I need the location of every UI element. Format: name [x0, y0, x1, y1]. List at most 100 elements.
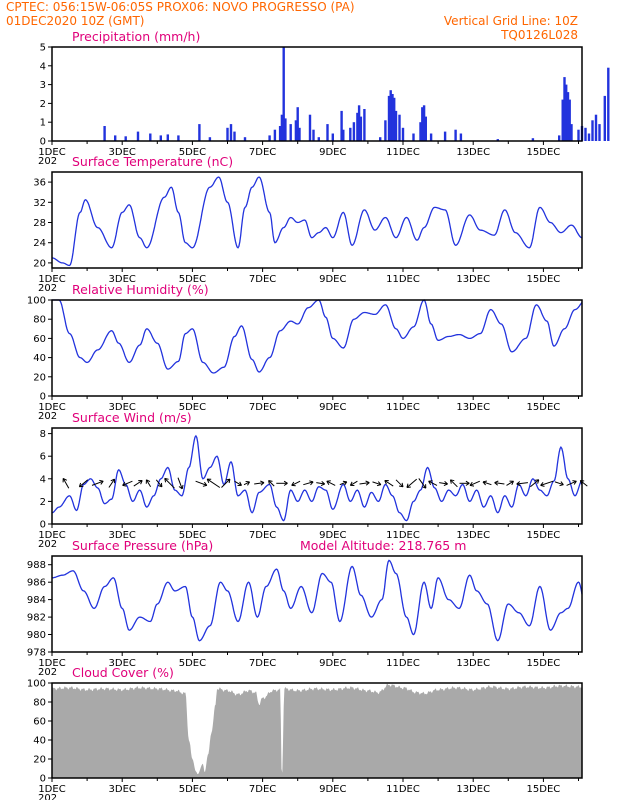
precip-bar [363, 109, 366, 141]
precip-bar [268, 135, 271, 141]
precip-bar [496, 139, 499, 141]
wind-vector [530, 479, 540, 488]
x-tick-label: 3DEC [109, 530, 136, 541]
y-tick-label: 980 [27, 630, 46, 641]
y-tick-label: 36 [33, 178, 46, 189]
y-tick-label: 0 [40, 137, 46, 148]
wind-vector [554, 481, 564, 487]
precip-bar [149, 133, 152, 141]
wind-vector [406, 478, 418, 488]
precip-bar [568, 99, 571, 141]
precip-bar [226, 127, 229, 141]
y-tick-label: 80 [33, 315, 46, 326]
wind-panel: 0 2 4 6 8 1DEC 3DEC 5DEC 7DEC 9DEC 11DEC 13DEC 15DEC… [38, 410, 588, 550]
y-tick-label: 40 [33, 736, 46, 747]
y-tick-label: 988 [27, 560, 46, 571]
wind-vector [566, 480, 577, 486]
year-fragment: 202 [38, 793, 57, 800]
wind-vector [62, 477, 70, 489]
x-tick-label: 5DEC [179, 784, 206, 795]
precip-bar [598, 124, 601, 141]
pressure-panel: 978 980 982 984 986 988 1DEC 3DEC 5DEC 7DEC 9DEC 11… [27, 538, 583, 678]
x-tick-label: 11DEC [386, 530, 420, 541]
precip-bar [331, 133, 334, 141]
x-tick-label: 13DEC [456, 784, 490, 795]
y-tick-label: 20 [33, 372, 46, 383]
precip-bar [398, 114, 401, 141]
precip-bar [229, 124, 233, 141]
precip-bar [454, 129, 457, 141]
precip-bar [422, 105, 426, 141]
wind-vector [268, 480, 275, 487]
x-tick-label: 15DEC [527, 658, 561, 669]
wind-vector [428, 480, 438, 486]
y-tick-label: 982 [27, 613, 46, 624]
y-tick-label: 978 [27, 648, 46, 659]
x-tick-label: 3DEC [109, 658, 136, 669]
plot-frame [51, 682, 583, 779]
x-tick-label: 11DEC [386, 147, 420, 158]
precip-bar [558, 135, 561, 141]
x-tick-label: 7DEC [249, 658, 276, 669]
x-tick-label: 1DEC [38, 147, 65, 158]
x-tick-label: 5DEC [179, 658, 206, 669]
precip-bar [198, 124, 201, 141]
panel-title: Cloud Cover (%) [72, 665, 174, 680]
y-tick-label: 2 [40, 99, 46, 110]
wind-vector [418, 478, 427, 489]
x-tick-label: 11DEC [386, 274, 420, 285]
wind-vector [516, 481, 528, 487]
y-tick-label: 984 [27, 595, 46, 606]
series-line [52, 299, 583, 374]
x-tick-label: 9DEC [319, 530, 346, 541]
x-tick-label: 3DEC [109, 402, 136, 413]
y-tick-label: 32 [33, 198, 46, 209]
year-fragment: 202 [38, 411, 57, 422]
x-tick-label: 1DEC [38, 274, 65, 285]
wind-vector [494, 480, 505, 486]
x-tick-label: 1DEC [38, 402, 65, 413]
y-tick-label: 60 [33, 717, 46, 728]
y-tick-label: 8 [40, 429, 46, 440]
precip-bar [294, 120, 298, 141]
x-tick-label: 15DEC [527, 784, 561, 795]
x-tick-label: 7DEC [249, 274, 276, 285]
precip-bar [124, 136, 127, 141]
y-tick-label: 20 [33, 258, 46, 269]
precip-bar [326, 124, 329, 141]
precip-bar [159, 135, 162, 141]
precip-bar [136, 131, 140, 141]
precip-bar [387, 95, 391, 141]
wind-vector [276, 480, 288, 486]
precip-bar [233, 131, 236, 141]
precip-bar [296, 107, 299, 141]
y-tick-label: 28 [33, 218, 46, 229]
x-tick-label: 7DEC [249, 402, 276, 413]
precip-bar [566, 92, 570, 141]
header-date: 01DEC2020 10Z (GMT) [6, 14, 144, 28]
precip-bar [419, 122, 422, 141]
wind-vector [234, 480, 242, 486]
precip-bar [317, 137, 320, 141]
panel-title: Relative Humidity (%) [72, 282, 209, 297]
plot-frame [51, 299, 583, 397]
precip-bar [570, 124, 573, 141]
precip-bar [591, 120, 594, 141]
x-tick-label: 7DEC [249, 530, 276, 541]
x-tick-label: 1DEC [38, 784, 65, 795]
wind-vector [384, 480, 394, 487]
x-tick-label: 11DEC [386, 402, 420, 413]
wind-vector [540, 480, 554, 487]
precip-bar [421, 107, 424, 141]
wind-vector [195, 480, 208, 487]
precip-bar [166, 134, 169, 141]
precip-bar [359, 116, 363, 141]
y-tick-label: 40 [33, 353, 46, 364]
precip-bar [289, 124, 292, 141]
precip-bar [278, 126, 282, 141]
precip-bar [114, 135, 117, 141]
precip-bar [357, 105, 361, 141]
x-tick-label: 7DEC [249, 784, 276, 795]
precip-bar [342, 129, 345, 141]
wind-vector [449, 479, 458, 488]
